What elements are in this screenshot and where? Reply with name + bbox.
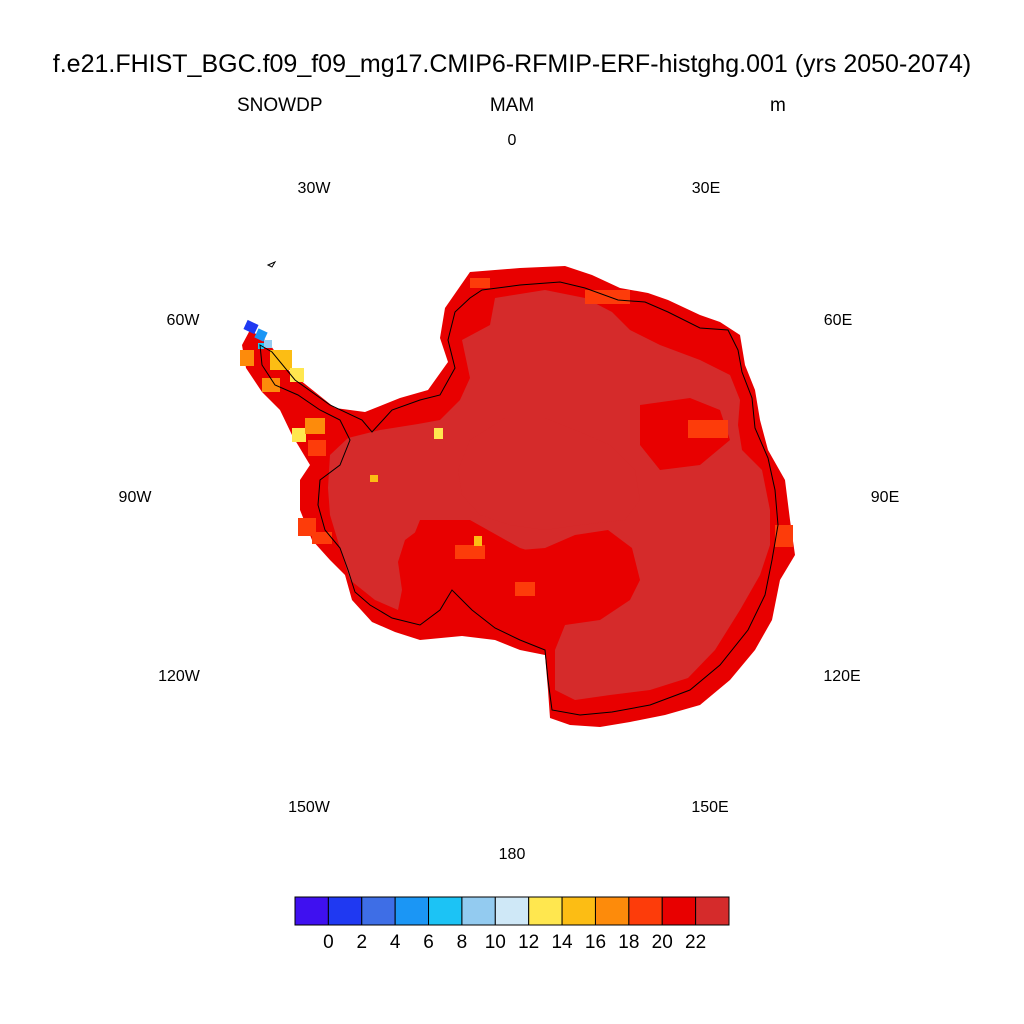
colorbar-box-2 — [361, 896, 396, 926]
cell-peninsula-blue — [254, 328, 268, 342]
lon-label-150w: 150W — [288, 799, 330, 816]
cell-peninsula-orange — [240, 350, 254, 366]
plot-title: f.e21.FHIST_BGC.f09_f09_mg17.CMIP6-RFMIP… — [52, 50, 972, 78]
colorbar-label-0: 0 — [323, 932, 334, 953]
colorbar-label-7: 14 — [551, 932, 573, 953]
colorbar-label-4: 8 — [456, 932, 468, 953]
colorbar-label-6: 12 — [518, 932, 540, 953]
units-label: m — [770, 95, 786, 116]
ross-shelf-patch — [410, 520, 565, 640]
small-island — [266, 260, 277, 268]
cell-peninsula-orange-3 — [305, 418, 325, 434]
cell-peninsula-orange-2 — [262, 378, 280, 392]
lon-label-120e: 120E — [823, 668, 861, 685]
colorbar-box-3 — [394, 896, 430, 926]
colorbar-label-8: 16 — [584, 932, 607, 953]
colorbar-label-2: 4 — [389, 932, 401, 953]
coastline — [259, 281, 779, 716]
colorbar-label-10: 20 — [651, 932, 673, 953]
cell-west-orange — [298, 518, 316, 536]
colorbar-label-9: 18 — [618, 932, 640, 953]
lon-label-180: 180 — [498, 846, 526, 863]
cell-east-orange — [775, 525, 793, 547]
cell-ross-orange — [455, 545, 485, 559]
colorbar-box-1 — [327, 896, 363, 926]
colorbar-box-7 — [528, 896, 563, 926]
lon-label-0: 0 — [507, 132, 517, 149]
colorbar-box-12 — [695, 896, 730, 926]
interior-dome-shape — [458, 418, 640, 530]
cell-amery-orange — [688, 420, 728, 438]
colorbar-box-0 — [294, 896, 329, 926]
cell-peninsula-red — [308, 440, 326, 456]
amery-patch — [640, 398, 730, 470]
lon-label-30e: 30E — [691, 180, 721, 197]
colorbar-box-6 — [494, 896, 530, 926]
cell-peninsula-purple — [243, 319, 259, 335]
cell-north-orange-2 — [470, 278, 490, 288]
lon-label-90e: 90E — [870, 489, 900, 506]
lon-label-30w: 30W — [297, 180, 331, 197]
lon-label-60e: 60E — [823, 312, 853, 329]
colorbar-box-9 — [594, 896, 630, 926]
colorbar-box-10 — [628, 896, 663, 926]
snow-depth-field — [240, 266, 795, 727]
colorbar-label-5: 10 — [484, 932, 506, 953]
lon-label-120w: 120W — [158, 668, 200, 685]
cell-yellow-interior — [434, 428, 443, 439]
lon-label-60w: 60W — [166, 312, 200, 329]
colorbar-box-5 — [461, 896, 496, 926]
variable-label: SNOWDP — [237, 95, 323, 116]
colorbar-label-11: 22 — [685, 932, 707, 953]
colorbar-box-8 — [561, 896, 596, 926]
colorbar-label-3: 6 — [423, 932, 434, 953]
cell-peninsula-lightblue — [264, 340, 272, 348]
season-label: MAM — [489, 95, 535, 116]
cell-peninsula-yellow-3 — [292, 428, 306, 442]
lon-label-90w: 90W — [118, 489, 152, 506]
colorbar-label-1: 2 — [356, 932, 368, 953]
lon-label-150e: 150E — [691, 799, 729, 816]
colorbar-box-11 — [661, 896, 697, 926]
colorbar-box-4 — [428, 896, 463, 926]
cell-peninsula-yellow — [270, 350, 292, 370]
cell-ross-orange-2 — [515, 582, 535, 596]
cell-west-orange-2 — [312, 532, 332, 544]
cell-yellow-small — [370, 475, 378, 482]
cell-ross-yellow — [474, 536, 482, 546]
